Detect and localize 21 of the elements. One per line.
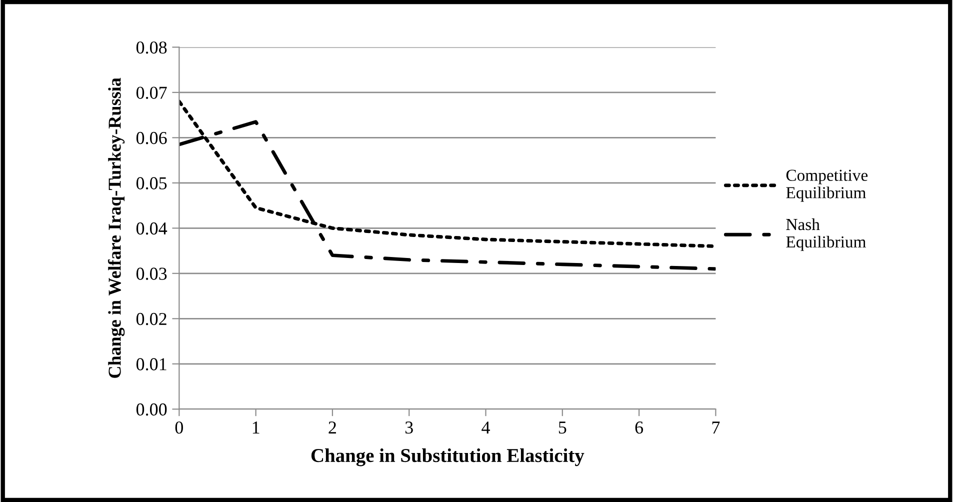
legend-label: Nash Equilibrium — [786, 218, 866, 251]
y-tick-label: 0.03 — [136, 268, 167, 280]
y-tick-label: 0.07 — [136, 86, 167, 99]
x-tick-label: 3 — [405, 422, 413, 434]
y-tick-label: 0.02 — [136, 312, 166, 326]
y-tick-label: 0.06 — [136, 132, 167, 144]
x-tick-label: 4 — [482, 422, 490, 434]
legend-label: Competitive Equilibrium — [786, 170, 868, 202]
x-axis-title: Change in Substitution Elasticity — [311, 448, 584, 466]
y-tick-label: 0.04 — [136, 222, 168, 235]
y-tick-label: 0.05 — [136, 177, 167, 190]
y-tick-label: 0.08 — [136, 41, 167, 54]
x-tick-label: 7 — [712, 422, 720, 434]
x-tick-label: 6 — [635, 422, 644, 434]
y-tick-label: 0.00 — [136, 403, 167, 416]
x-tick-label: 0 — [175, 421, 183, 434]
y-tick-label: 0.01 — [136, 358, 166, 370]
y-axis-title: Change in Welfare Iraq-Turkey-Russia — [108, 78, 125, 378]
x-tick-label: 2 — [328, 422, 336, 434]
x-tick-label: 1 — [252, 422, 260, 434]
x-tick-label: 5 — [558, 422, 566, 434]
